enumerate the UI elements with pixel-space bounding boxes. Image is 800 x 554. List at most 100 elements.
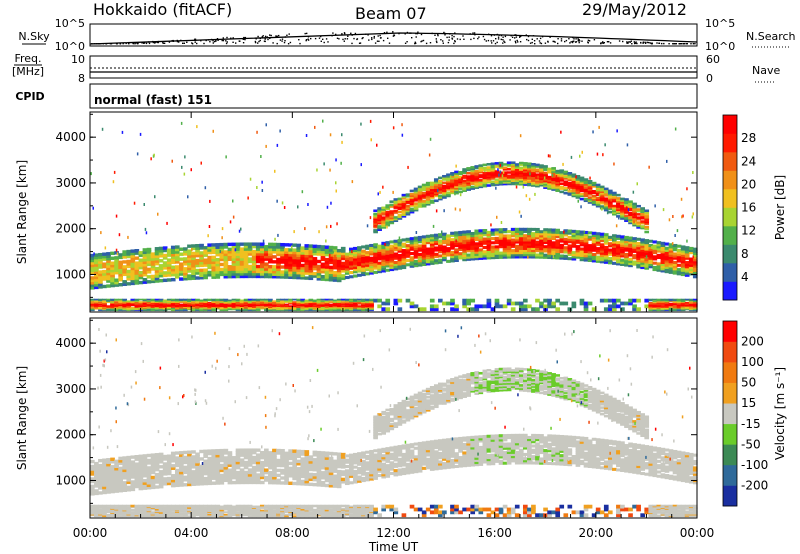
power-cell [255, 264, 261, 269]
power-speck [314, 125, 316, 129]
power-cell [199, 243, 204, 248]
velocity-cell [106, 458, 111, 462]
power-cell [660, 258, 666, 262]
power-cell [462, 174, 467, 178]
power-speck [325, 239, 327, 243]
power-cell [539, 180, 544, 184]
power-cell [429, 181, 435, 185]
power-cell [264, 264, 269, 269]
power-cell [292, 253, 297, 257]
power-cell [624, 219, 629, 222]
power-cell [377, 207, 382, 210]
power-cell [498, 179, 504, 183]
power-cell [486, 163, 492, 166]
nsky-point [516, 39, 518, 42]
nsky-point [373, 35, 375, 38]
power-cell [425, 183, 431, 186]
power-cell [272, 260, 277, 264]
power-cell [531, 163, 536, 166]
power-cell [353, 309, 358, 312]
power-cell [183, 274, 188, 278]
power-cell [599, 245, 605, 249]
power-cell [446, 259, 451, 263]
power-cell [583, 194, 589, 198]
power-cell [563, 183, 569, 187]
power-cell [575, 253, 581, 257]
nsky-point [346, 38, 349, 40]
power-cell [486, 233, 492, 237]
power-cell [312, 244, 318, 249]
power-cell [454, 254, 459, 258]
power-cell [94, 265, 99, 270]
power-cell [539, 169, 544, 172]
power-cell [660, 267, 666, 271]
power-cell [506, 174, 512, 178]
power-cell [126, 264, 132, 269]
power-cell [547, 241, 552, 245]
power-cell [551, 241, 556, 245]
power-cell [272, 247, 277, 252]
power-cell [559, 185, 565, 189]
nsky-point [238, 40, 240, 42]
power-cell [170, 260, 176, 264]
power-cell [142, 248, 148, 252]
nsky-point [435, 38, 437, 40]
power-colorbar-tick: 12 [741, 224, 756, 238]
power-cell [401, 238, 407, 242]
power-cell [616, 205, 621, 208]
power-cell [312, 259, 318, 263]
power-cell [591, 307, 597, 312]
power-cell [215, 248, 221, 252]
velocity-cell [138, 471, 144, 476]
power-cell [498, 161, 504, 165]
power-cell [543, 165, 548, 168]
power-cell [567, 175, 573, 178]
power-speck [316, 168, 318, 172]
nsky-point [601, 42, 603, 44]
power-cell [344, 261, 350, 265]
power-cell [417, 246, 423, 250]
power-cell [672, 303, 678, 306]
power-cell [316, 306, 322, 308]
velocity-cell [90, 459, 95, 464]
power-cell [433, 233, 439, 237]
power-cell [429, 193, 435, 196]
power-cell [575, 181, 581, 185]
power-cell [344, 301, 350, 303]
power-cell [373, 224, 378, 227]
power-cell [179, 257, 184, 261]
power-cell [595, 196, 601, 200]
power-speck [645, 255, 648, 259]
power-cell [502, 242, 508, 246]
power-cell [150, 264, 156, 269]
power-cell [535, 170, 540, 173]
power-cell [599, 247, 605, 251]
power-cell [251, 249, 257, 254]
power-cell [494, 178, 500, 181]
power-speck [360, 163, 362, 167]
power-cell [199, 276, 204, 280]
power-cell [377, 268, 382, 272]
power-cell [571, 179, 577, 183]
power-cell [599, 234, 605, 238]
nsky-point [593, 39, 596, 41]
power-cell [636, 307, 641, 312]
power-cell [227, 247, 233, 252]
nsky-point [646, 41, 648, 44]
power-cell [522, 253, 528, 257]
velocity-cell [154, 460, 160, 464]
power-cell [535, 249, 540, 253]
power-cell [535, 165, 540, 168]
power-cell [138, 265, 144, 270]
velocity-cell [118, 504, 123, 507]
power-cell [482, 175, 488, 178]
power-cell [405, 194, 411, 198]
power-cell [664, 257, 670, 261]
power-cell [421, 201, 427, 205]
power-cell [543, 238, 548, 242]
power-cell [243, 254, 249, 259]
power-cell [603, 260, 609, 264]
power-cell [215, 301, 221, 303]
power-cell [458, 245, 463, 249]
